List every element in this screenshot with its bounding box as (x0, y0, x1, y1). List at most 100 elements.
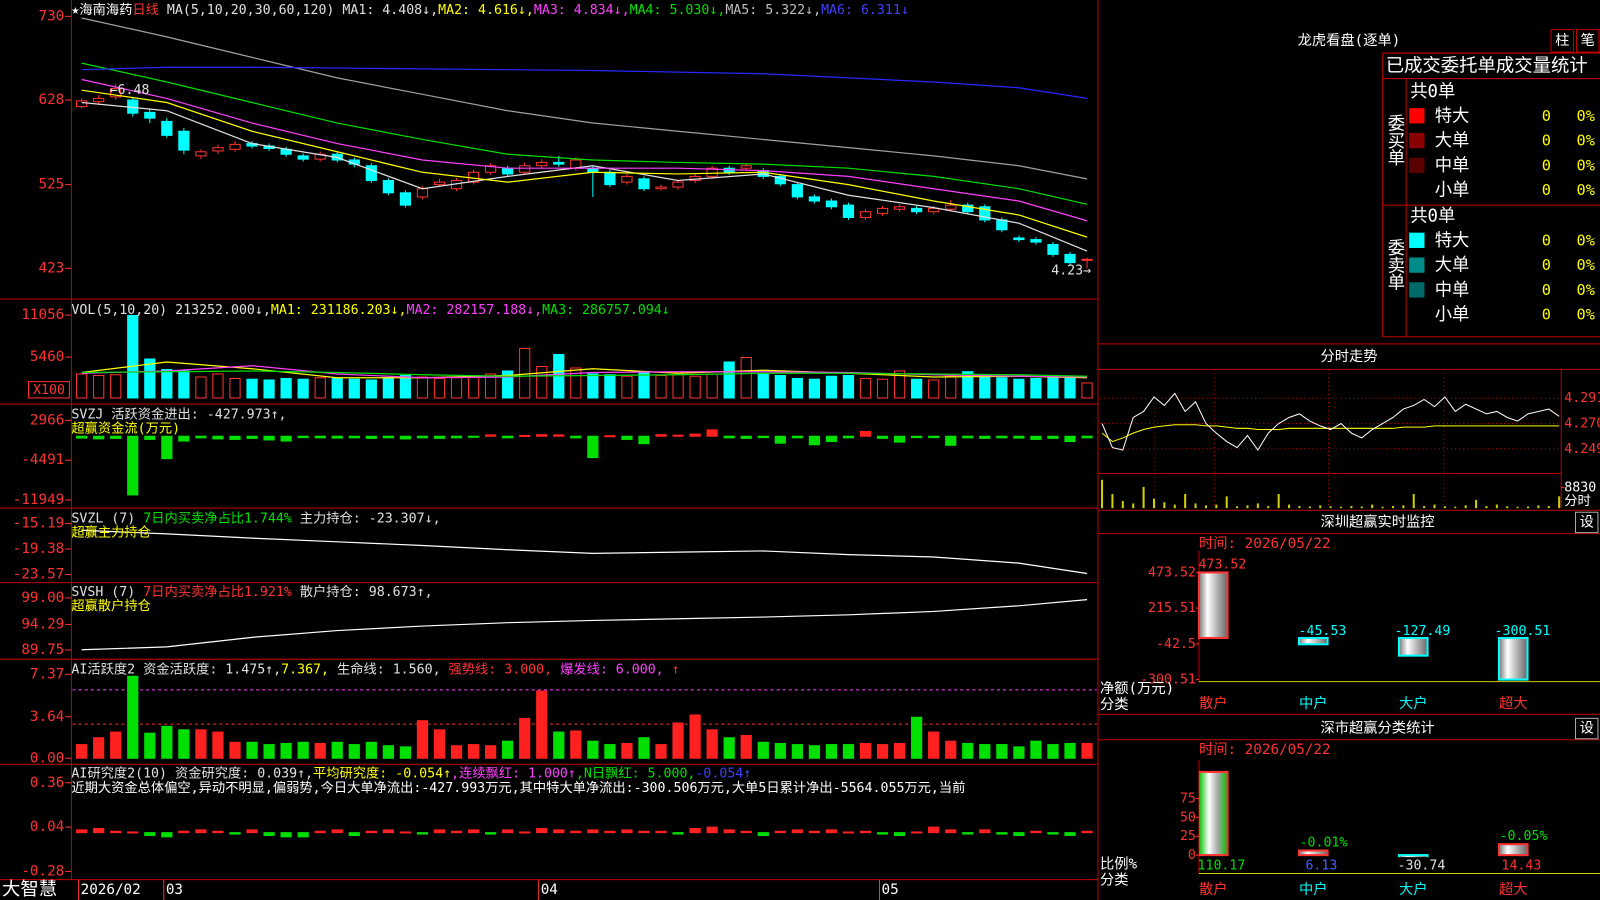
volume-bar (1360, 506, 1363, 509)
y-tick-label: 423 (39, 260, 65, 276)
bar (945, 375, 957, 399)
candle-body (791, 184, 803, 198)
bar (553, 829, 565, 834)
bar (1030, 435, 1042, 440)
bar (808, 745, 820, 759)
bar (1081, 830, 1093, 834)
bar (263, 379, 275, 399)
settings-button[interactable] (1575, 717, 1599, 740)
volume-bar (1495, 504, 1498, 509)
bar (808, 378, 820, 399)
header-item: SVZL (7) (71, 511, 143, 526)
settings-button[interactable] (1575, 511, 1599, 534)
bar (331, 435, 343, 439)
candle-body (740, 165, 752, 169)
candle-body (655, 186, 667, 190)
candle-body (928, 207, 940, 213)
y-tick-label: 215.51 (1148, 601, 1196, 616)
bar (161, 832, 173, 838)
bar (76, 829, 88, 834)
panel-header: SVSH (7) 7日内买卖净占比1.921% 散户持仓: 98.673↑, (71, 583, 432, 600)
bar (587, 829, 599, 834)
bar (587, 435, 599, 459)
volume-bar (1391, 506, 1394, 509)
bar (1497, 636, 1529, 681)
bar (314, 435, 326, 439)
bar (536, 434, 548, 437)
header-item: MA1: 4.408↓, (342, 3, 438, 18)
bar (1013, 435, 1025, 439)
bar (212, 731, 224, 759)
order-count: 0 (1542, 181, 1551, 199)
bar (519, 434, 531, 437)
order-count: 0 (1542, 281, 1551, 299)
bar (757, 741, 769, 759)
y-tick-label: -15.19 (13, 515, 65, 531)
bar (331, 829, 343, 834)
bar (757, 832, 769, 836)
bar (842, 831, 855, 834)
bar (399, 374, 412, 399)
bar (962, 742, 974, 759)
y-tick-label: 11056 (21, 307, 64, 323)
tab-button-label[interactable]: 柱 (1555, 32, 1569, 49)
candle-body (876, 207, 889, 214)
order-count: 0 (1542, 256, 1551, 274)
bar (297, 378, 309, 399)
settings-button-label[interactable]: 设 (1580, 720, 1594, 737)
tab-button-label[interactable]: 笔 (1581, 32, 1595, 49)
header-item: MA4: 5.030↓, (630, 3, 726, 18)
y-tick-label: 0 (1188, 848, 1196, 863)
bar (587, 373, 599, 399)
bar (621, 742, 633, 759)
order-type: 小单 (1435, 181, 1470, 201)
candle-body (536, 161, 548, 167)
bar (502, 435, 514, 439)
bar (570, 435, 582, 439)
y-tick-label: 2966 (30, 412, 64, 428)
time-stamp: 时间: 2026/05/22 (1199, 535, 1331, 552)
bar (553, 434, 565, 437)
bar (655, 744, 667, 759)
panel-title: 深市超赢分类统计 (1320, 720, 1434, 737)
bar (825, 829, 838, 834)
bar (638, 435, 650, 445)
bar (774, 435, 786, 444)
bar (178, 370, 190, 399)
volume-bar (1526, 506, 1530, 509)
bar (93, 737, 105, 759)
bar (399, 746, 412, 759)
order-pct: 0% (1577, 132, 1595, 150)
bar (672, 374, 684, 399)
panel-header: AI活跃度2 资金活跃度: 1.475↑,7.367, 生命线: 1.560, … (71, 660, 679, 677)
bar (928, 826, 940, 834)
bar (144, 358, 156, 399)
bar (195, 435, 207, 439)
bar (791, 435, 803, 439)
bar (1064, 435, 1076, 443)
value-label: -127.49 (1395, 624, 1451, 639)
tab-button[interactable] (1576, 29, 1600, 53)
tab-button[interactable] (1550, 29, 1574, 53)
bar (212, 373, 224, 399)
candle-body (399, 192, 412, 206)
order-total: 共0单 (1410, 82, 1455, 102)
candle-body (110, 88, 122, 98)
bar (1047, 832, 1059, 835)
volume-bar (1215, 504, 1218, 509)
bar (161, 368, 173, 399)
y-tick-label: 0.36 (30, 775, 64, 791)
order-type: 大单 (1435, 256, 1470, 276)
order-type: 中单 (1435, 156, 1470, 176)
y-axis-label: 比例% (1100, 855, 1138, 872)
bar (144, 732, 156, 759)
bar (996, 744, 1008, 759)
bar (1030, 740, 1042, 759)
bar (110, 731, 122, 759)
y-tick-label: 473.52 (1148, 565, 1196, 580)
y-tick-label: 5460 (30, 349, 64, 365)
settings-button-label[interactable]: 设 (1580, 513, 1594, 530)
bar (127, 315, 139, 399)
header-item: 超赢散户持仓 (71, 597, 151, 614)
header-item: 213252.000↓, (175, 303, 271, 318)
